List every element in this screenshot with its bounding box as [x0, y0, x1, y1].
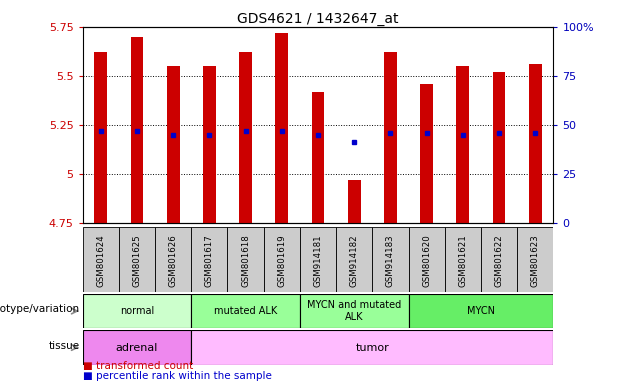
Text: mutated ALK: mutated ALK: [214, 306, 277, 316]
Text: GSM914181: GSM914181: [314, 234, 322, 287]
Text: GSM801626: GSM801626: [169, 234, 177, 287]
Bar: [408, 227, 445, 292]
Bar: [83, 294, 191, 328]
Bar: [481, 227, 517, 292]
Text: ■ percentile rank within the sample: ■ percentile rank within the sample: [83, 371, 272, 381]
Text: GSM801622: GSM801622: [495, 234, 504, 287]
Text: GSM801621: GSM801621: [459, 234, 467, 287]
Text: GSM914183: GSM914183: [386, 234, 395, 287]
Text: GSM801624: GSM801624: [96, 234, 106, 287]
Bar: [445, 227, 481, 292]
Bar: [348, 180, 361, 223]
Text: GSM801620: GSM801620: [422, 234, 431, 287]
Bar: [300, 294, 408, 328]
Bar: [191, 330, 553, 365]
Text: GSM801623: GSM801623: [530, 234, 540, 287]
Bar: [239, 52, 252, 223]
Bar: [155, 227, 191, 292]
Text: tumor: tumor: [356, 343, 389, 353]
Bar: [457, 66, 469, 223]
Bar: [300, 227, 336, 292]
Bar: [336, 227, 372, 292]
Bar: [493, 72, 506, 223]
Bar: [312, 91, 324, 223]
Bar: [191, 294, 300, 328]
Text: GSM914182: GSM914182: [350, 234, 359, 287]
Bar: [167, 66, 179, 223]
Title: GDS4621 / 1432647_at: GDS4621 / 1432647_at: [237, 12, 399, 26]
Bar: [517, 227, 553, 292]
Bar: [529, 64, 542, 223]
Text: adrenal: adrenal: [116, 343, 158, 353]
Text: ■ transformed count: ■ transformed count: [83, 361, 193, 371]
Text: GSM801619: GSM801619: [277, 234, 286, 287]
Bar: [408, 294, 553, 328]
Bar: [119, 227, 155, 292]
Bar: [95, 52, 107, 223]
Bar: [372, 227, 408, 292]
Bar: [275, 33, 288, 223]
Text: MYCN: MYCN: [467, 306, 495, 316]
Text: GSM801617: GSM801617: [205, 234, 214, 287]
Bar: [228, 227, 264, 292]
Text: normal: normal: [120, 306, 154, 316]
Text: tissue: tissue: [48, 341, 80, 351]
Bar: [130, 37, 143, 223]
Text: GSM801618: GSM801618: [241, 234, 250, 287]
Bar: [191, 227, 228, 292]
Bar: [83, 227, 119, 292]
Text: genotype/variation: genotype/variation: [0, 304, 80, 314]
Bar: [264, 227, 300, 292]
Bar: [203, 66, 216, 223]
Text: GSM801625: GSM801625: [132, 234, 141, 287]
Bar: [384, 52, 397, 223]
Bar: [420, 84, 433, 223]
Text: MYCN and mutated
ALK: MYCN and mutated ALK: [307, 300, 401, 322]
Bar: [83, 330, 191, 365]
